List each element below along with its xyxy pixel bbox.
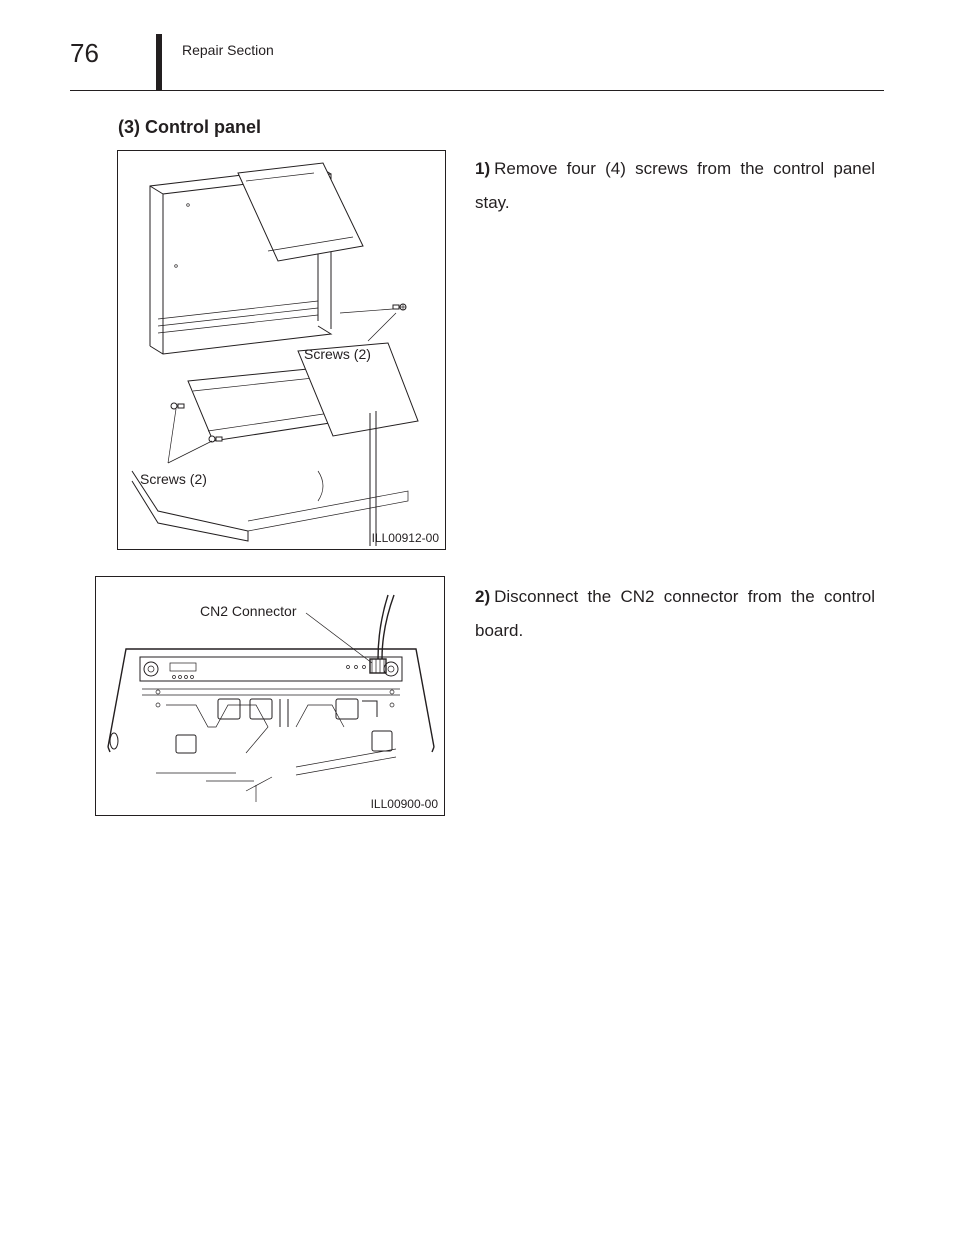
step-1-num: 1)	[475, 159, 490, 178]
step-1: 1)Remove four (4) screws from the contro…	[475, 152, 875, 220]
callout-screws-lower: Screws (2)	[140, 471, 207, 487]
section-heading: (3) Control panel	[118, 117, 261, 138]
step-1-text: Remove four (4) screws from the control …	[475, 159, 875, 212]
callout-screws-upper: Screws (2)	[304, 346, 371, 362]
figure-2-id: ILL00900-00	[371, 797, 438, 811]
figure-1-id: ILL00912-00	[372, 531, 439, 545]
figure-1-svg	[118, 151, 447, 551]
header-bar	[156, 34, 162, 90]
page-number: 76	[70, 38, 99, 69]
section-label: Repair Section	[182, 42, 274, 58]
step-2-text: Disconnect the CN2 connector from the co…	[475, 587, 875, 640]
header-rule	[70, 90, 884, 91]
step-2-num: 2)	[475, 587, 490, 606]
callout-cn2: CN2 Connector	[200, 603, 297, 619]
page-header: 76 Repair Section	[70, 38, 884, 86]
step-2: 2)Disconnect the CN2 connector from the …	[475, 580, 875, 648]
page: 76 Repair Section (3) Control panel	[0, 0, 954, 1235]
figure-1: Screws (2) Screws (2) ILL00912-00	[117, 150, 446, 550]
figure-2: CN2 Connector ILL00900-00	[95, 576, 445, 816]
